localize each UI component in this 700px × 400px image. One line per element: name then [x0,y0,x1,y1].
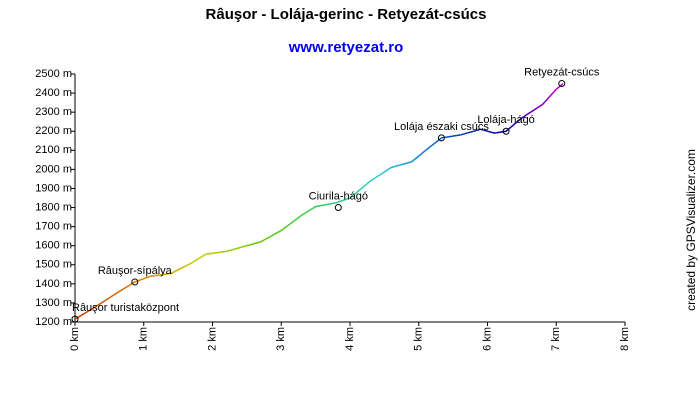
credit: created by GPSVisualizer.com [684,149,698,311]
waypoint [502,127,510,135]
y-tick-label: 2500 m [35,68,72,80]
profile-line [74,82,564,320]
waypoint-label: Lolája északi csúcs [394,121,489,133]
x-tick-label: 4 km [344,327,356,351]
y-tick-label: 1400 m [35,278,72,290]
waypoint [558,80,566,88]
waypoint [437,134,445,142]
waypoint [334,204,342,212]
x-tick-label: 8 km [619,327,631,351]
x-tick-label: 5 km [413,327,425,351]
x-tick-label: 7 km [550,327,562,351]
waypoint-label: Ciurila-hágó [309,190,368,202]
y-tick-label: 2300 m [35,106,72,118]
waypoint [131,278,139,286]
y-tick-label: 1200 m [35,316,72,328]
y-tick-label: 1300 m [35,297,72,309]
y-tick-label: 1500 m [35,259,72,271]
y-tick-label: 2400 m [35,87,72,99]
y-tick-label: 2100 m [35,144,72,156]
x-tick-label: 3 km [275,327,287,351]
waypoint-label: Râuşor-sípálya [98,265,173,277]
chart-title: Râuşor - Lolája-gerinc - Retyezát-csúcs [206,6,487,23]
y-tick-label: 1900 m [35,182,72,194]
y-tick-label: 1800 m [35,201,72,213]
x-tick-label: 2 km [206,327,218,351]
y-tick-label: 1600 m [35,240,72,252]
waypoint-label: Râuşor turistaközpont [72,302,179,314]
y-tick-label: 1700 m [35,221,72,233]
chart-subtitle[interactable]: www.retyezat.ro [288,39,403,56]
waypoint [71,315,79,323]
x-tick-label: 1 km [138,327,150,351]
waypoint-label: Lolája-hágó [477,114,535,126]
y-tick-label: 2200 m [35,125,72,137]
x-tick-label: 6 km [481,327,493,351]
waypoint-label: Retyezát-csúcs [524,66,600,78]
y-tick-label: 2000 m [35,163,72,175]
x-tick-label: 0 km [69,327,81,351]
